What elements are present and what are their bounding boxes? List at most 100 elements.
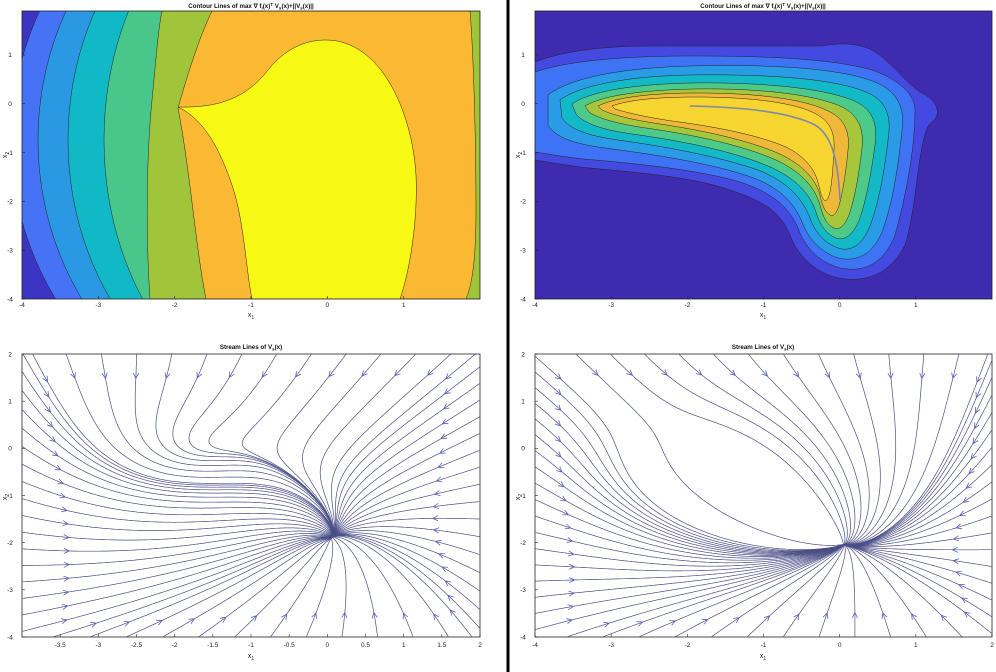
- x-axis-label: x1: [248, 312, 255, 321]
- streamline: [535, 499, 844, 559]
- x-tick-label: -1: [761, 642, 767, 649]
- stream-arrow: [669, 620, 677, 626]
- y-tick-label: 2: [8, 351, 12, 358]
- plot-title: Stream Lines of Vs(x): [220, 344, 282, 352]
- streamline: [535, 419, 844, 554]
- streamline: [844, 544, 992, 584]
- y-tick-label: 1: [8, 398, 12, 405]
- x-tick-label: 0: [838, 302, 842, 309]
- x-tick-label: -2: [684, 302, 690, 309]
- streamline: [332, 537, 347, 637]
- stream-arrow: [196, 371, 203, 379]
- stream-arrow: [567, 550, 575, 557]
- streamline: [535, 544, 844, 567]
- contour-plot-left: -4 -3 -2 -1 0 1 1 0 -1 -2 -3 -4 Contour Lines of m…: [2, 2, 481, 321]
- streamline: [535, 356, 844, 550]
- y-tick-label: 0: [521, 446, 525, 453]
- streamline: [21, 371, 334, 537]
- streamline: [22, 515, 333, 538]
- stream-arrow: [444, 373, 452, 380]
- y-tick-label: -3: [7, 247, 13, 254]
- streamline: [678, 354, 848, 546]
- streamline: [22, 498, 333, 538]
- streamline: [22, 530, 333, 552]
- streamline: [844, 412, 993, 546]
- stream-arrow: [554, 435, 562, 443]
- stream-arrow: [566, 537, 574, 543]
- streamline: [332, 535, 473, 637]
- stream-arrow: [881, 612, 888, 619]
- y-ticks: 2 1 0 -1 -2 -3 -4: [520, 351, 538, 641]
- x-tick-label: -3: [608, 642, 614, 649]
- streamline: [843, 544, 992, 567]
- stream-arrow: [972, 437, 979, 445]
- streamline: [818, 544, 846, 637]
- streamline: [276, 353, 347, 537]
- stream-arrow: [955, 523, 963, 530]
- streamline-plot-left: -3.5 -3 -2.5 -2 -1.5 -1 -0.5 0 0.5 1 1.5 2 210-1-2-…: [2, 344, 482, 662]
- x-ticks: -4 -3 -2 -1 0 1: [532, 296, 918, 309]
- streamline: [65, 354, 334, 537]
- streamline: [843, 394, 993, 546]
- stream-arrow: [962, 496, 970, 503]
- streamline: [332, 534, 480, 629]
- y-ticks: 2 1 0 -1 -2 -3 -4: [7, 351, 25, 641]
- x-tick-label: 2: [478, 642, 482, 649]
- streamline: [843, 464, 993, 546]
- y-tick-label: 0: [8, 446, 12, 453]
- stream-arrow: [188, 618, 196, 625]
- streamlines: [534, 353, 993, 638]
- stream-arrow: [957, 584, 965, 590]
- stream-arrow: [568, 590, 576, 597]
- streamline: [844, 377, 993, 546]
- streamline: [22, 533, 333, 566]
- streamline-plot-right: -4 -3 -2 -1 0 1 2 2 1 0 -1 -2 -3 -4 Stream Lines of …: [515, 344, 994, 662]
- stream-arrow: [449, 609, 456, 616]
- y-axis-label: x2: [515, 152, 524, 159]
- stream-arrow: [554, 373, 562, 380]
- x-tick-label: -3: [608, 302, 614, 309]
- stream-arrow: [851, 611, 858, 619]
- stream-arrow: [438, 448, 446, 454]
- streamline: [710, 544, 845, 638]
- stream-arrow: [51, 450, 59, 457]
- x-tick-label: 0: [326, 302, 330, 309]
- streamline: [844, 354, 881, 546]
- stream-arrow: [695, 369, 703, 376]
- streamline: [319, 354, 416, 538]
- streamline: [844, 544, 993, 618]
- streamline: [844, 544, 927, 637]
- stream-arrow: [661, 369, 668, 376]
- streamline: [22, 390, 334, 538]
- streamline: [155, 354, 334, 537]
- stream-arrow: [951, 546, 958, 553]
- x-tick-label: -3.5: [55, 642, 67, 649]
- y-tick-label: 1: [521, 398, 525, 405]
- y-tick-label: 0: [8, 101, 12, 108]
- streamline: [22, 353, 334, 538]
- x-tick-label: -3: [95, 302, 101, 309]
- stream-arrow: [434, 539, 442, 546]
- streamline: [332, 366, 480, 537]
- streamline: [748, 353, 856, 546]
- stream-arrow: [437, 462, 445, 469]
- stream-arrow: [919, 372, 926, 380]
- contour-band: [611, 96, 835, 201]
- streamline: [134, 354, 334, 537]
- contour-plot-right: -4 -3 -2 -1 0 1 1 0 -1 -2 -3 -4 Contour Lines of m…: [515, 2, 993, 321]
- stream-arrow: [43, 391, 50, 398]
- stream-arrow: [555, 404, 562, 411]
- x-tick-label: -2: [684, 642, 690, 649]
- stream-arrow: [856, 372, 862, 380]
- streamline: [844, 544, 992, 551]
- streamlines: [21, 353, 481, 638]
- stream-arrow: [402, 612, 409, 620]
- stream-arrow: [444, 580, 452, 587]
- stream-arrow: [281, 613, 288, 621]
- stream-arrow: [57, 478, 65, 485]
- stream-arrow: [49, 436, 56, 443]
- stream-arrow: [361, 370, 368, 377]
- stream-arrow: [824, 371, 830, 379]
- x-tick-label: 1.5: [437, 642, 446, 649]
- streamline: [844, 544, 992, 601]
